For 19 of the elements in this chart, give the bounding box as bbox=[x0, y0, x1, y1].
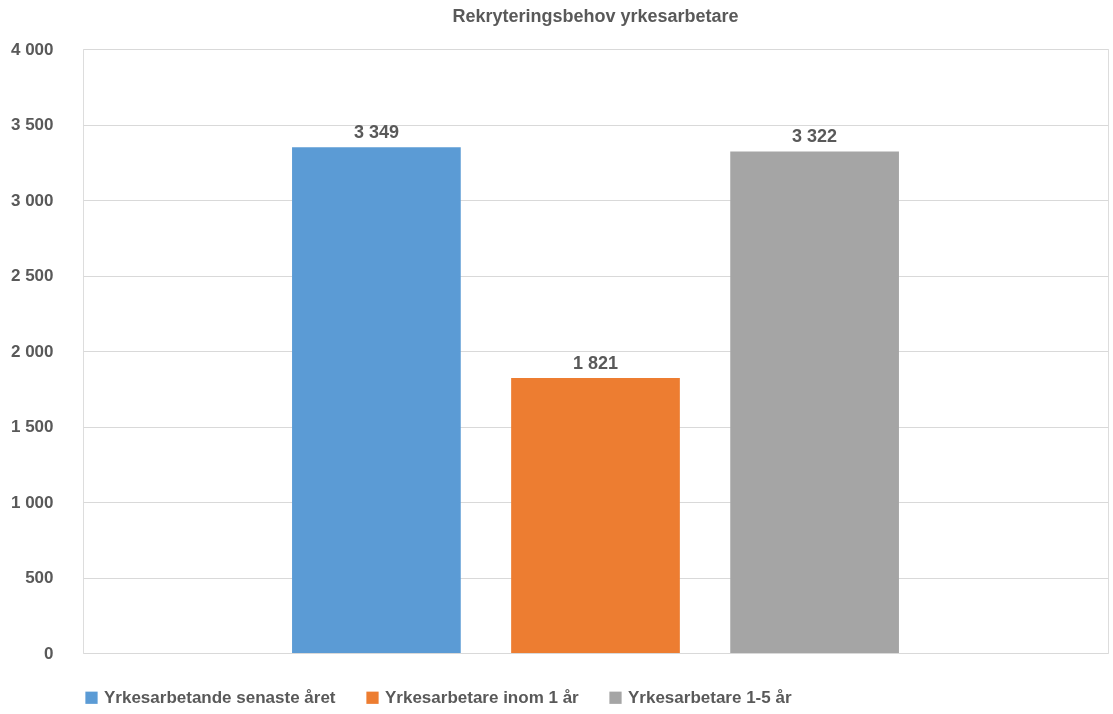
y-tick-label: 500 bbox=[25, 568, 54, 587]
y-tick-label: 4 000 bbox=[10, 39, 54, 59]
bar bbox=[730, 151, 899, 653]
data-label: 3 322 bbox=[792, 126, 838, 147]
data-label: 3 349 bbox=[353, 122, 399, 143]
y-tick-label: 3 000 bbox=[10, 190, 54, 210]
y-tick-label: 1 500 bbox=[10, 417, 54, 436]
y-tick-label: 0 bbox=[44, 643, 54, 663]
chart-title: Rekryteringsbehov yrkesarbetare bbox=[452, 6, 739, 26]
legend-label: Yrkesarbetare 1-5 år bbox=[628, 687, 792, 707]
y-tick-label: 3 500 bbox=[10, 115, 54, 134]
legend-label: Yrkesarbetare inom 1 år bbox=[385, 687, 580, 707]
bar bbox=[292, 147, 461, 653]
legend-label: Yrkesarbetande senaste året bbox=[104, 687, 336, 707]
data-label: 1 821 bbox=[572, 353, 619, 374]
y-tick-label: 2 500 bbox=[10, 266, 54, 285]
y-tick-label: 1 000 bbox=[10, 492, 54, 512]
bar bbox=[511, 378, 680, 653]
y-tick-label: 2 000 bbox=[10, 341, 54, 361]
